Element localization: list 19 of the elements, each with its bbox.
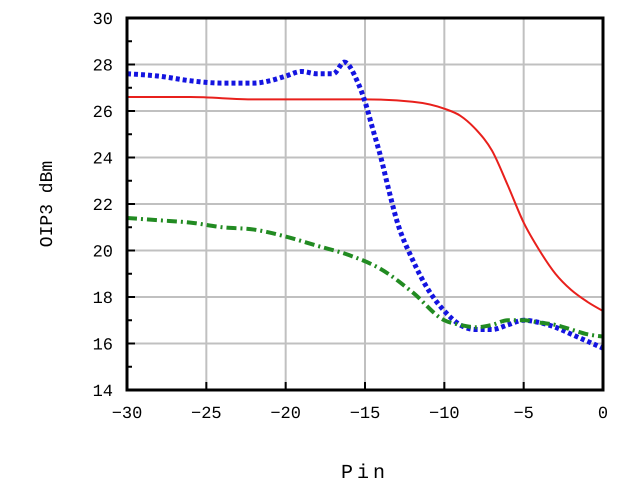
x-tick-label: −10 [429, 405, 460, 424]
y-tick-label: 22 [92, 196, 113, 216]
y-tick-label: 30 [92, 10, 113, 30]
y-tick-label: 20 [92, 243, 113, 262]
x-tick-label: −15 [350, 405, 380, 424]
y-tick-label: 26 [92, 104, 113, 123]
x-tick-label: −25 [191, 405, 222, 424]
x-tick-label: −20 [270, 405, 301, 424]
x-tick-label: 0 [598, 405, 608, 424]
y-tick-label: 14 [92, 382, 113, 402]
y-tick-label: 18 [92, 290, 113, 309]
x-tick-label: −30 [112, 405, 142, 424]
line-series [126, 96, 604, 312]
x-tick-label: −5 [513, 405, 534, 424]
x-axis-title: Pin [340, 462, 390, 485]
y-tick-label: 28 [92, 57, 113, 76]
y-tick-label: 16 [92, 336, 113, 356]
y-tick-label: 24 [92, 150, 113, 170]
y-axis-title: OIP3 dBm [38, 160, 58, 248]
